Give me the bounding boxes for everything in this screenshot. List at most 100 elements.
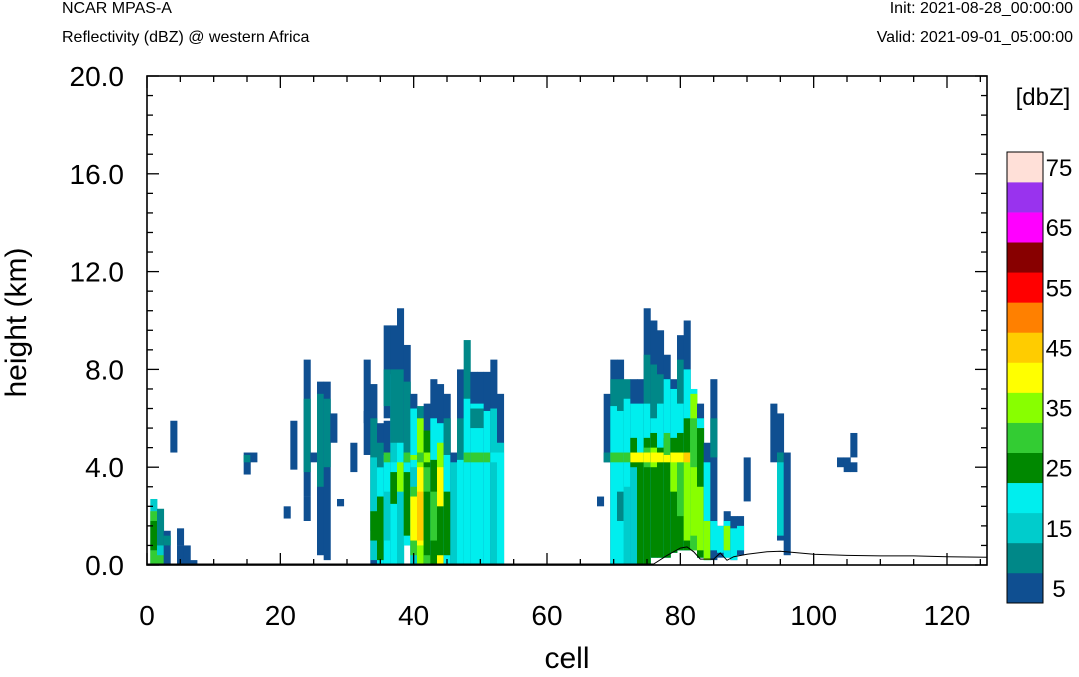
reflectivity-cell <box>377 496 385 561</box>
colorbar-swatch <box>1007 572 1043 604</box>
y-tick-label: 16.0 <box>70 159 125 190</box>
reflectivity-cell <box>397 491 405 565</box>
colorbar-swatch <box>1007 452 1043 484</box>
reflectivity-cell <box>690 467 698 536</box>
reflectivity-cell <box>637 452 645 463</box>
reflectivity-cell <box>457 459 465 565</box>
reflectivity-cell <box>623 486 631 565</box>
chart-title: NCAR MPAS-A <box>62 0 172 17</box>
reflectivity-cell <box>310 452 318 463</box>
reflectivity-cell <box>470 403 478 565</box>
reflectivity-cell <box>777 452 785 536</box>
colorbar-swatch <box>1007 212 1043 243</box>
reflectivity-cell <box>170 420 178 453</box>
reflectivity-cell <box>183 545 191 565</box>
x-tick-label: 60 <box>531 600 562 631</box>
reflectivity-cell <box>363 359 371 424</box>
reflectivity-cell <box>417 491 425 541</box>
reflectivity-cell <box>477 452 485 463</box>
axis-ticks <box>146 75 987 566</box>
reflectivity-cell <box>837 457 845 468</box>
reflectivity-cell <box>850 462 858 473</box>
reflectivity-cell <box>150 511 158 521</box>
reflectivity-cell <box>710 379 718 561</box>
reflectivity-cell <box>163 530 171 565</box>
reflectivity-cell <box>463 398 471 565</box>
colorbar-unit-label: [dbZ] <box>1016 84 1071 111</box>
reflectivity-cell <box>403 452 411 463</box>
reflectivity-cell <box>490 452 498 463</box>
reflectivity-cell <box>603 452 611 463</box>
reflectivity-cell <box>463 452 471 463</box>
y-axis-label: height (km) <box>0 247 33 397</box>
reflectivity-cell <box>163 535 171 546</box>
colorbar-frame <box>1006 151 1044 604</box>
reflectivity-cell <box>190 560 198 565</box>
reflectivity-cell <box>423 452 431 463</box>
colorbar-swatch <box>1007 302 1043 333</box>
reflectivity-cell <box>383 491 391 541</box>
x-axis-label: cell <box>544 642 589 675</box>
terrain-line <box>147 546 988 565</box>
reflectivity-cell <box>457 369 465 429</box>
x-tick-labels: 0 20 40 60 80 100 120 <box>139 600 970 631</box>
reflectivity-cell <box>477 408 485 429</box>
reflectivity-cell <box>630 452 638 463</box>
y-tick-label: 12.0 <box>70 257 125 288</box>
reflectivity-cells <box>150 308 858 565</box>
reflectivity-cell <box>410 454 418 460</box>
colorbar-swatch <box>1007 362 1043 393</box>
y-tick-label: 20.0 <box>70 61 125 92</box>
reflectivity-cell <box>383 452 391 463</box>
reflectivity-cell <box>177 545 185 565</box>
reflectivity-cell <box>710 520 718 551</box>
reflectivity-cell <box>697 486 705 551</box>
x-tick-label: 0 <box>139 600 155 631</box>
reflectivity-cell <box>243 452 251 475</box>
reflectivity-cell <box>657 447 665 558</box>
colorbar-tick-label: 35 <box>1046 396 1073 423</box>
reflectivity-cell <box>437 506 445 556</box>
reflectivity-cell <box>617 410 625 565</box>
reflectivity-cell <box>783 452 791 556</box>
colorbar-swatch <box>1007 332 1043 363</box>
y-tick-labels: 0.0 4.0 8.0 12.0 16.0 20.0 <box>70 61 125 581</box>
y-tick-label: 0.0 <box>85 550 124 581</box>
reflectivity-cell <box>330 413 338 443</box>
plot-frame <box>146 75 988 566</box>
reflectivity-cell <box>483 410 491 565</box>
reflectivity-cell <box>470 452 478 463</box>
reflectivity-cell <box>663 432 671 455</box>
reflectivity-cell <box>663 452 671 463</box>
reflectivity-cell <box>777 452 785 463</box>
reflectivity-cell <box>670 452 678 463</box>
x-tick-label: 80 <box>665 600 696 631</box>
reflectivity-cell <box>670 437 678 553</box>
reflectivity-cell <box>683 452 691 463</box>
colorbar-swatch <box>1007 242 1043 273</box>
reflectivity-cell <box>643 452 651 463</box>
reflectivity-cell <box>283 506 291 519</box>
reflectivity-cell <box>703 462 711 561</box>
reflectivity-cell <box>643 437 651 565</box>
reflectivity-cell <box>157 508 165 565</box>
reflectivity-cell <box>303 496 311 521</box>
reflectivity-cell <box>597 496 605 507</box>
reflectivity-cell <box>630 462 638 565</box>
reflectivity-cell <box>323 398 331 468</box>
colorbar-swatch <box>1007 482 1043 514</box>
reflectivity-cell <box>703 520 711 561</box>
reflectivity-cell <box>290 420 298 470</box>
reflectivity-cell <box>490 408 498 565</box>
reflectivity-cell <box>470 408 478 429</box>
reflectivity-cell <box>623 398 631 565</box>
reflectivity-cell <box>370 457 378 561</box>
reflectivity-cell <box>250 452 258 463</box>
reflectivity-cell <box>410 496 418 541</box>
reflectivity-cell <box>770 403 778 463</box>
reflectivity-cell <box>177 528 185 546</box>
reflectivity-cell <box>843 457 851 473</box>
reflectivity-cell <box>150 550 158 565</box>
colorbar-swatch <box>1007 512 1043 544</box>
reflectivity-cell <box>710 418 718 458</box>
